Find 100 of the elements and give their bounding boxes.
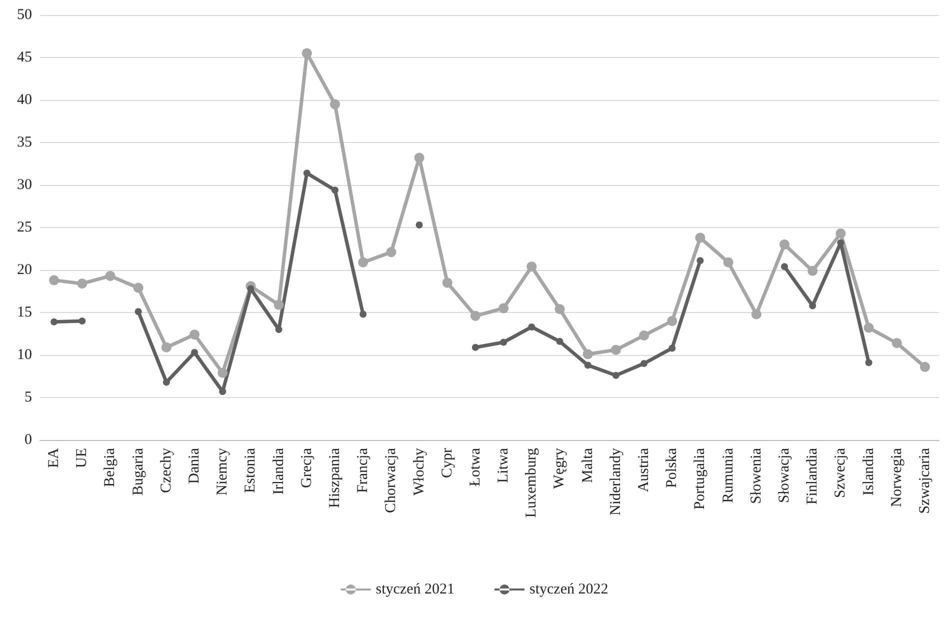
y-tick-label: 5 [24, 390, 32, 406]
point [218, 368, 228, 378]
legend-label: styczeń 2021 [376, 582, 455, 598]
x-tick-label: Norwegia [888, 448, 905, 508]
y-tick-label: 50 [17, 7, 32, 23]
point [612, 372, 620, 379]
x-tick-label: Czechy [158, 448, 174, 493]
point [77, 278, 88, 289]
x-tick-label: Finlandia [804, 448, 821, 505]
point [49, 275, 60, 286]
point [190, 330, 200, 340]
point [610, 344, 621, 355]
y-tick-label: 0 [24, 432, 32, 448]
point [667, 316, 678, 326]
x-tick-label: Łotwa [467, 448, 484, 486]
point [472, 344, 479, 351]
point [162, 378, 170, 386]
y-tick-label: 35 [17, 134, 32, 150]
point [668, 344, 676, 352]
point [920, 362, 930, 372]
point [50, 318, 58, 326]
point [331, 186, 338, 194]
point [386, 247, 396, 258]
point [78, 318, 86, 324]
point [303, 170, 310, 177]
point [639, 330, 650, 340]
point [274, 300, 284, 310]
point [554, 304, 565, 314]
x-tick-label: Grecja [298, 448, 315, 488]
point [751, 309, 762, 320]
point [414, 152, 424, 163]
x-tick-label: Malta [580, 448, 596, 483]
y-tick-label: 30 [17, 177, 32, 193]
x-tick-label: Austria [636, 448, 652, 492]
x-tick-label: Słowenia [748, 448, 764, 504]
point [161, 342, 172, 352]
point [134, 308, 142, 316]
point [191, 348, 198, 356]
legend-label: styczeń 2022 [530, 582, 608, 598]
x-tick-label: EA [46, 448, 62, 468]
point [275, 326, 282, 333]
y-tick-label: 25 [17, 220, 32, 236]
x-tick-label: Rumunia [720, 448, 736, 503]
point [695, 232, 706, 243]
point [360, 310, 367, 318]
x-tick-label: Słowacja [776, 448, 792, 503]
point [416, 221, 423, 228]
point [836, 228, 846, 238]
point [723, 257, 734, 268]
point [442, 278, 452, 288]
point [498, 303, 509, 314]
x-tick-label: Włochy [411, 448, 428, 496]
point [133, 282, 144, 293]
x-tick-label: Luxemburg [524, 448, 540, 518]
point [105, 270, 116, 281]
x-tick-label: Szwajcaria [916, 448, 933, 514]
x-tick-label: Irlandia [270, 448, 287, 495]
point [780, 263, 788, 270]
x-tick-label: Islandia [860, 448, 877, 496]
y-tick-label: 45 [17, 50, 32, 66]
y-tick-label: 40 [17, 92, 32, 108]
point [864, 322, 874, 333]
y-tick-label: 20 [17, 262, 32, 278]
point [892, 338, 902, 348]
point [247, 285, 254, 292]
point [500, 338, 508, 346]
y-tick-label: 15 [17, 304, 32, 320]
point [302, 48, 312, 58]
x-tick-label: Węgry [552, 448, 568, 489]
point [640, 360, 648, 367]
point [219, 388, 226, 396]
x-tick-label: Niemcy [214, 448, 231, 496]
x-tick-label: Dania [186, 448, 203, 484]
x-tick-label: Francja [355, 448, 372, 493]
x-tick-label: Cypr [439, 448, 456, 478]
point [584, 362, 592, 369]
point [526, 262, 537, 272]
x-tick-label: Niderlandy [608, 448, 624, 516]
x-tick-label: Estonia [242, 448, 259, 493]
x-tick-label: UE [74, 448, 90, 468]
point [808, 266, 818, 276]
x-tick-label: Litwa [496, 448, 512, 483]
point [582, 349, 593, 360]
point [837, 239, 844, 246]
y-tick-label: 10 [17, 347, 32, 363]
x-tick-label: Hiszpania [326, 448, 343, 508]
x-tick-label: Polska [664, 448, 680, 488]
point [696, 257, 704, 264]
x-tick-label: Szwecja [832, 448, 849, 498]
x-tick-label: Chorwacja [383, 448, 400, 513]
point [358, 257, 368, 268]
point [779, 240, 790, 250]
x-tick-label: Portugalia [692, 448, 708, 510]
point [470, 310, 480, 321]
point [865, 359, 872, 366]
x-tick-label: Bugaria [130, 448, 146, 496]
point [556, 338, 564, 345]
point [330, 99, 340, 110]
point [528, 323, 536, 330]
x-tick-label: Belgia [102, 448, 118, 488]
